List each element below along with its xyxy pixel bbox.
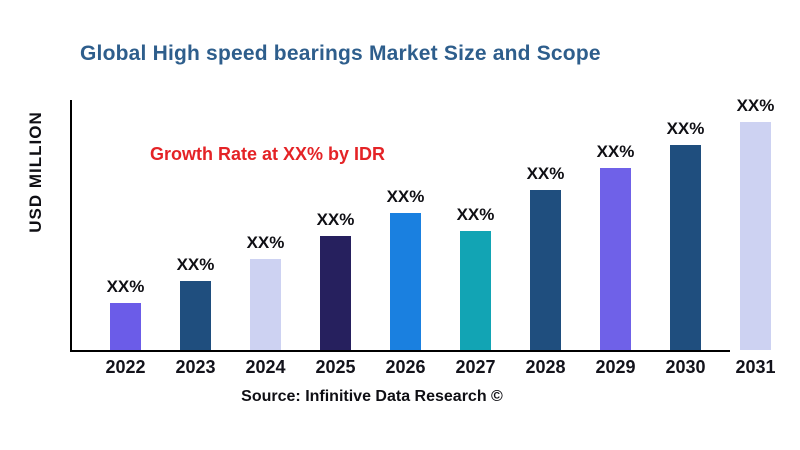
x-axis-line — [70, 350, 730, 352]
bar-2030 — [670, 145, 701, 350]
bar-value-label-2028: XX% — [526, 164, 565, 183]
bar-2024 — [250, 259, 281, 350]
x-tick-label-2023: 2023 — [175, 357, 216, 377]
x-tick-label-2029: 2029 — [595, 357, 636, 377]
y-axis-label: USD MILLION — [26, 111, 45, 233]
chart-title: Global High speed bearings Market Size a… — [80, 42, 601, 65]
x-tick-label-2022: 2022 — [105, 357, 146, 377]
growth-rate-annotation: Growth Rate at XX% by IDR — [150, 144, 386, 164]
x-tick-label-2031: 2031 — [735, 357, 776, 377]
x-tick-label-2026: 2026 — [385, 357, 426, 377]
bar-2025 — [320, 236, 351, 350]
bar-2028 — [530, 190, 561, 350]
bar-value-label-2025: XX% — [316, 210, 355, 229]
x-tick-label-2024: 2024 — [245, 357, 286, 377]
source-note: Source: Infinitive Data Research © — [241, 388, 503, 405]
bar-2029 — [600, 168, 631, 350]
bar-value-label-2023: XX% — [176, 255, 215, 274]
bar-value-label-2027: XX% — [456, 205, 495, 224]
bar-value-label-2022: XX% — [106, 277, 145, 296]
x-tick-label-2027: 2027 — [455, 357, 496, 377]
bar-value-label-2024: XX% — [246, 233, 285, 252]
bar-2022 — [110, 303, 141, 350]
bar-2023 — [180, 281, 211, 350]
x-tick-label-2025: 2025 — [315, 357, 356, 377]
bar-value-label-2029: XX% — [596, 142, 635, 161]
bar-2031 — [740, 122, 771, 350]
bar-2026 — [390, 213, 421, 350]
bar-2027 — [460, 231, 491, 350]
x-tick-label-2028: 2028 — [525, 357, 566, 377]
bar-value-label-2031: XX% — [736, 96, 775, 115]
bar-value-label-2026: XX% — [386, 187, 425, 206]
x-tick-label-2030: 2030 — [665, 357, 706, 377]
y-axis-line — [70, 100, 72, 352]
bar-value-label-2030: XX% — [666, 119, 705, 138]
